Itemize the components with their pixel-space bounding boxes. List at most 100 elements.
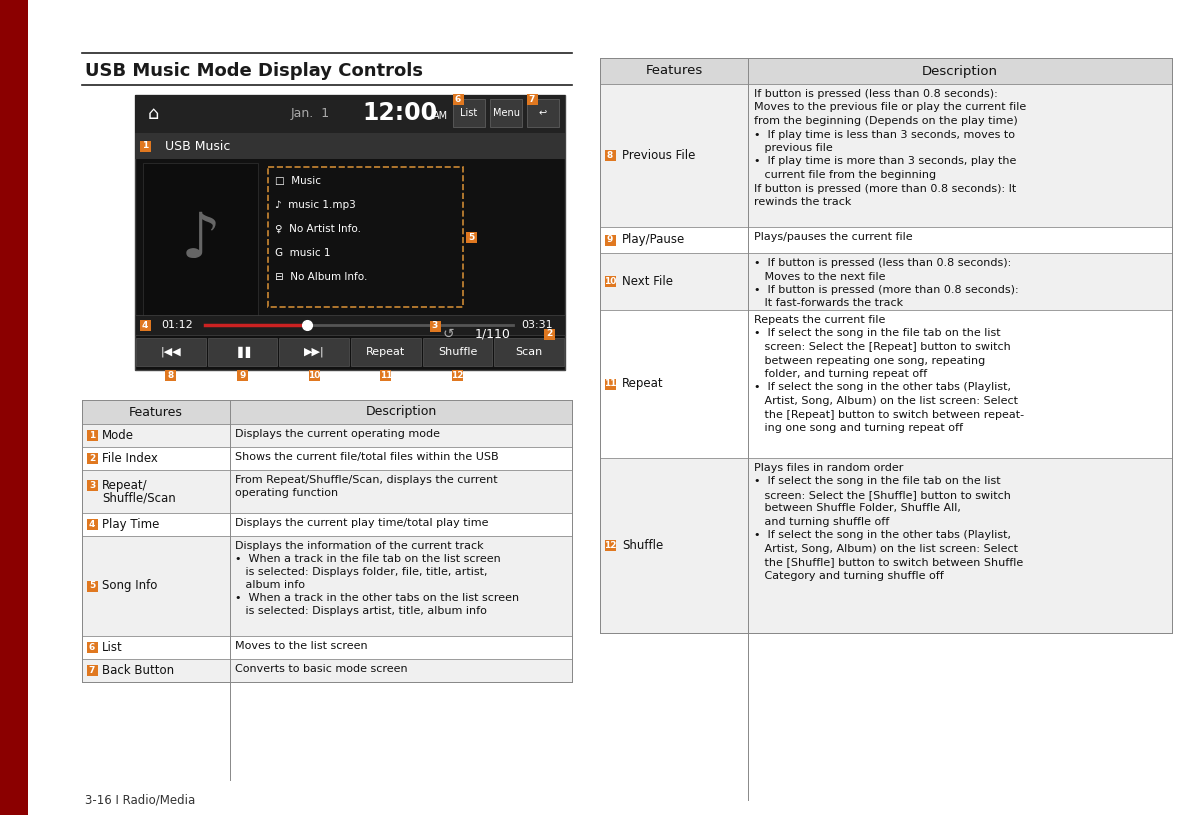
Text: the [Shuffle] button to switch between Shuffle: the [Shuffle] button to switch between S… <box>754 557 1024 567</box>
Text: 8: 8 <box>168 371 174 380</box>
Text: ⌂: ⌂ <box>148 105 158 123</box>
Bar <box>423 338 493 366</box>
Text: folder, and turning repeat off: folder, and turning repeat off <box>754 369 927 379</box>
Bar <box>135 95 565 133</box>
Text: From Repeat/Shuffle/Scan, displays the current: From Repeat/Shuffle/Scan, displays the c… <box>235 475 498 485</box>
Text: ♪  music 1.mp3: ♪ music 1.mp3 <box>275 200 356 210</box>
Text: previous file: previous file <box>754 143 833 153</box>
Text: screen: Select the [Shuffle] button to switch: screen: Select the [Shuffle] button to s… <box>754 490 1011 500</box>
Bar <box>604 540 616 551</box>
Bar <box>86 665 97 676</box>
Bar <box>429 320 441 332</box>
Bar <box>86 642 97 653</box>
Text: Features: Features <box>129 406 183 418</box>
Text: 12: 12 <box>604 541 616 550</box>
Text: 03:31: 03:31 <box>521 320 553 330</box>
Bar <box>82 536 572 636</box>
Text: •  If button is pressed (less than 0.8 seconds):: • If button is pressed (less than 0.8 se… <box>754 258 1012 268</box>
Bar <box>491 99 522 127</box>
Text: AM: AM <box>433 111 448 121</box>
Bar <box>82 470 572 513</box>
Bar <box>600 253 1173 310</box>
Text: 1: 1 <box>89 431 95 440</box>
Text: ▶▶|: ▶▶| <box>304 346 325 357</box>
Text: Repeats the current file: Repeats the current file <box>754 315 885 325</box>
Text: Repeat: Repeat <box>366 347 405 357</box>
Bar <box>135 133 565 159</box>
Text: If button is pressed (more than 0.8 seconds): It: If button is pressed (more than 0.8 seco… <box>754 183 1017 193</box>
Text: Shuffle/Scan: Shuffle/Scan <box>102 491 176 504</box>
Text: Menu: Menu <box>493 108 520 118</box>
Text: between repeating one song, repeating: between repeating one song, repeating <box>754 355 986 365</box>
Text: 12: 12 <box>452 371 463 380</box>
Text: 3-16 I Radio/Media: 3-16 I Radio/Media <box>85 794 195 807</box>
Text: 9: 9 <box>606 236 613 244</box>
Bar <box>600 227 1173 253</box>
Text: Mode: Mode <box>102 429 134 442</box>
Text: Shuffle: Shuffle <box>437 347 478 357</box>
Bar <box>86 453 97 464</box>
Bar <box>600 458 1173 633</box>
Text: ♪: ♪ <box>181 210 220 271</box>
Text: Shows the current file/total files within the USB: Shows the current file/total files withi… <box>235 452 499 462</box>
Bar <box>135 315 565 335</box>
Bar <box>544 328 554 340</box>
Text: Next File: Next File <box>622 275 673 288</box>
Bar <box>604 150 616 161</box>
Bar <box>143 163 258 318</box>
Bar <box>381 369 391 381</box>
Bar <box>82 400 572 424</box>
Bar <box>600 310 1173 458</box>
Bar <box>82 636 572 659</box>
Bar <box>82 424 572 447</box>
Text: Back Button: Back Button <box>102 664 174 677</box>
Text: ing one song and turning repeat off: ing one song and turning repeat off <box>754 423 963 433</box>
Bar <box>527 99 559 127</box>
Bar <box>604 378 616 390</box>
Bar <box>453 99 485 127</box>
Text: Repeat: Repeat <box>622 377 663 390</box>
Text: •  If button is pressed (more than 0.8 seconds):: • If button is pressed (more than 0.8 se… <box>754 285 1019 295</box>
Bar <box>600 84 1173 227</box>
Text: •  If play time is more than 3 seconds, play the: • If play time is more than 3 seconds, p… <box>754 156 1017 166</box>
Text: album info: album info <box>235 580 305 590</box>
Text: 5: 5 <box>468 232 474 241</box>
Text: 10: 10 <box>604 277 616 286</box>
Text: •  When a track in the file tab on the list screen: • When a track in the file tab on the li… <box>235 554 501 564</box>
Text: 01:12: 01:12 <box>161 320 193 330</box>
Text: ▐▐: ▐▐ <box>234 346 251 358</box>
Text: from the beginning (Depends on the play time): from the beginning (Depends on the play … <box>754 116 1018 126</box>
Text: Moves to the previous file or play the current file: Moves to the previous file or play the c… <box>754 103 1026 112</box>
Text: •  If select the song in the file tab on the list: • If select the song in the file tab on … <box>754 328 1001 338</box>
Text: current file from the beginning: current file from the beginning <box>754 170 936 180</box>
Text: is selected: Displays folder, file, title, artist,: is selected: Displays folder, file, titl… <box>235 567 487 577</box>
Text: Description: Description <box>365 406 436 418</box>
Bar <box>0 0 28 815</box>
Bar <box>208 338 278 366</box>
Text: Jan.  1: Jan. 1 <box>291 108 330 121</box>
Text: 8: 8 <box>606 151 613 160</box>
Text: Converts to basic mode screen: Converts to basic mode screen <box>235 664 408 674</box>
Text: Artist, Song, Album) on the list screen: Select: Artist, Song, Album) on the list screen:… <box>754 396 1018 406</box>
Text: ♀  No Artist Info.: ♀ No Artist Info. <box>275 224 361 234</box>
Text: •  If play time is less than 3 seconds, moves to: • If play time is less than 3 seconds, m… <box>754 130 1015 139</box>
Text: USB Music: USB Music <box>157 139 230 152</box>
Text: 12:00: 12:00 <box>363 101 437 125</box>
Text: 1/110: 1/110 <box>475 328 511 341</box>
Text: •  When a track in the other tabs on the list screen: • When a track in the other tabs on the … <box>235 593 519 603</box>
Bar <box>279 338 349 366</box>
Text: 4: 4 <box>89 520 96 529</box>
Text: USB Music Mode Display Controls: USB Music Mode Display Controls <box>85 62 423 80</box>
Text: 9: 9 <box>239 371 246 380</box>
Text: Displays the information of the current track: Displays the information of the current … <box>235 541 483 551</box>
Text: Song Info: Song Info <box>102 579 157 593</box>
Bar <box>466 231 476 243</box>
Text: 3: 3 <box>89 481 95 490</box>
Text: Play Time: Play Time <box>102 518 160 531</box>
Text: 5: 5 <box>89 581 95 591</box>
Bar <box>604 276 616 287</box>
Text: •  If select the song in the other tabs (Playlist,: • If select the song in the other tabs (… <box>754 531 1011 540</box>
Bar <box>82 447 572 470</box>
Text: 6: 6 <box>89 643 95 652</box>
Text: rewinds the track: rewinds the track <box>754 197 851 207</box>
